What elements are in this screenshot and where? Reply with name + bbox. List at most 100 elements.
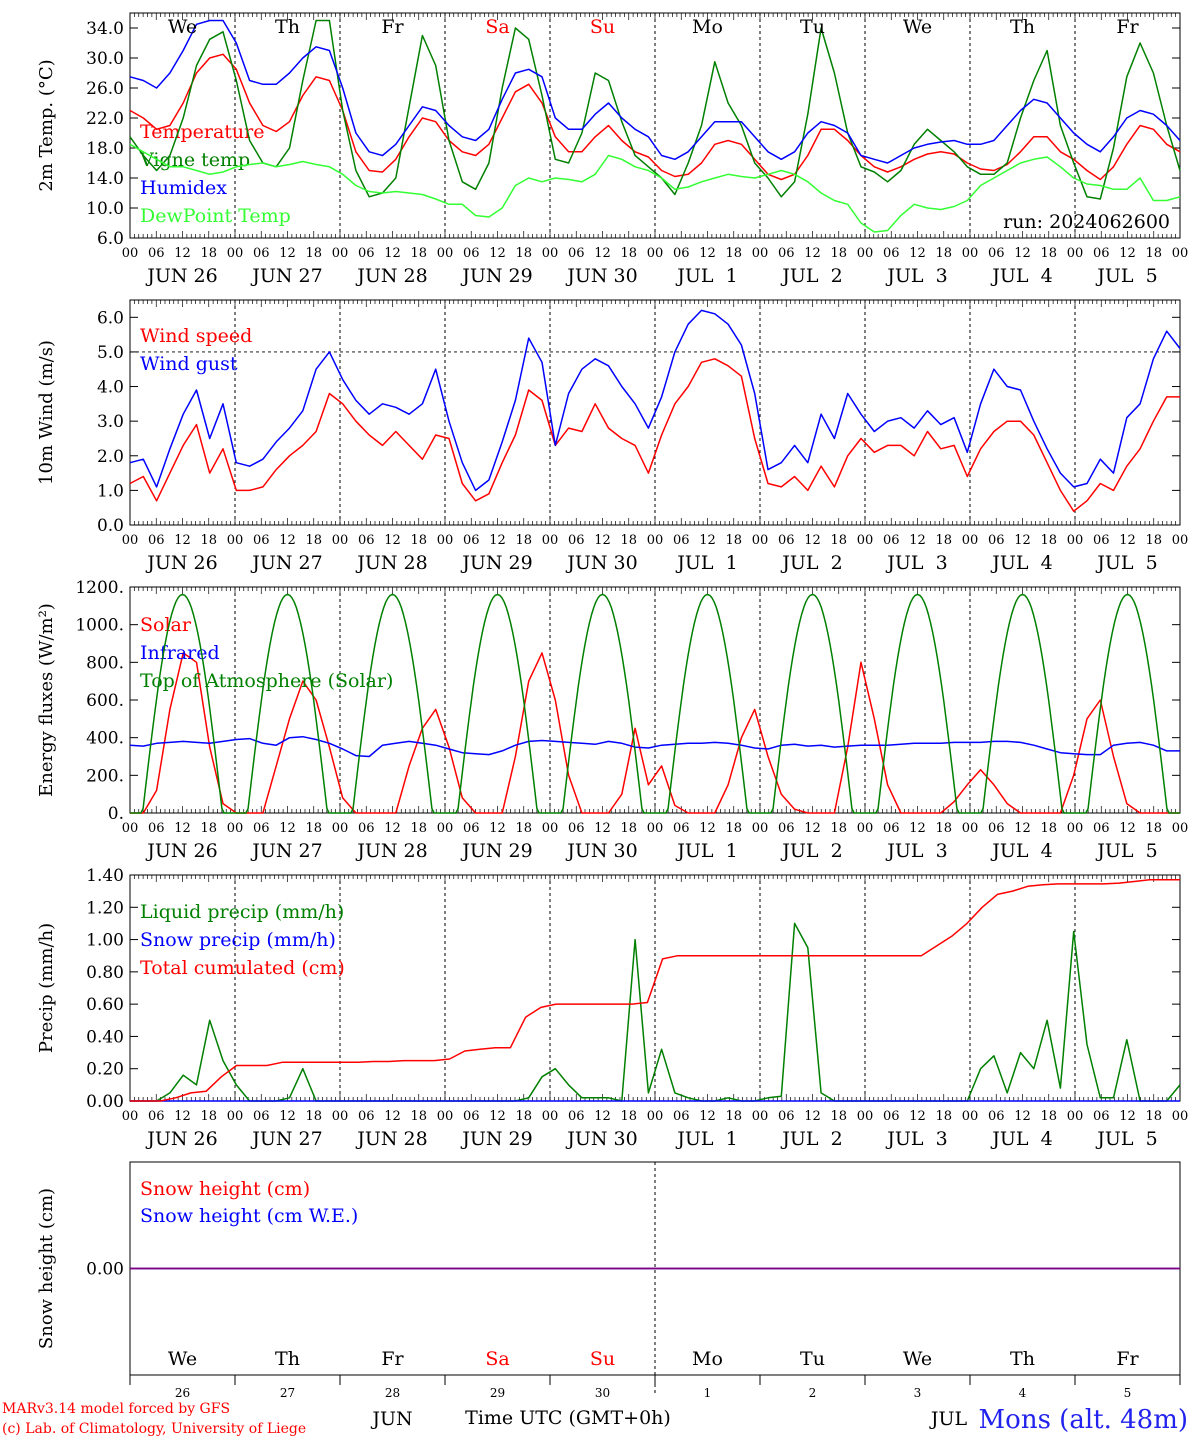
hour-tick-label: 12	[804, 533, 821, 548]
hour-tick-label: 18	[935, 1109, 952, 1124]
day-label: JUN 26	[145, 265, 217, 287]
weekday-label: Tu	[800, 16, 825, 38]
hour-tick-label: 18	[830, 821, 847, 836]
hour-tick-label: 06	[463, 1109, 480, 1124]
legend-entry-wind-speed: Wind speed	[140, 325, 252, 347]
day-label: JUL 2	[780, 265, 842, 287]
legend-entry-snow-height-cm-w-e: Snow height (cm W.E.)	[140, 1205, 358, 1227]
hour-tick-label: 00	[227, 533, 244, 548]
weekday-label: Tu	[800, 1348, 825, 1370]
hour-tick-label: 12	[279, 533, 296, 548]
hour-tick-label: 18	[1040, 533, 1057, 548]
y-axis-label: Energy fluxes (W/m²)	[36, 603, 57, 797]
y-tick-label: 0.60	[86, 995, 124, 1015]
series-line-infrared	[129, 735, 1180, 758]
day-label: JUL 2	[780, 1128, 842, 1150]
y-tick-label: 1000.	[75, 616, 124, 636]
day-label: JUL 1	[675, 552, 737, 574]
weekday-label: Mo	[692, 1348, 723, 1370]
hour-tick-label: 18	[1040, 821, 1057, 836]
legend-entry-wind-gust: Wind gust	[140, 353, 238, 375]
run-annotation: run: 2024062600	[1003, 211, 1170, 233]
y-tick-label: 10.0	[86, 199, 124, 219]
panel-2: 00 06 12 18 JUN 26 00 06 12 18 JUN 27 00 06 12 18 JUN …	[36, 299, 1188, 574]
weekday-label: Su	[590, 16, 615, 38]
y-tick-label: 5.0	[97, 343, 124, 363]
hour-tick-label: 12	[1014, 1109, 1031, 1124]
day-label: JUL 3	[885, 552, 947, 574]
y-tick-label: 1.40	[86, 866, 124, 886]
y-tick-label: 34.0	[86, 19, 124, 39]
hour-tick-label: 12	[699, 821, 716, 836]
hour-tick-label: 06	[988, 246, 1005, 261]
day-number-label: 26	[175, 1386, 190, 1400]
hour-tick-label: 12	[1119, 246, 1136, 261]
hour-tick-label: 06	[1093, 821, 1110, 836]
day-label: JUL 3	[885, 1128, 947, 1150]
hour-tick-label: 00	[647, 533, 664, 548]
hour-tick-label: 00	[437, 533, 454, 548]
hour-tick-label: 00	[1172, 246, 1189, 261]
hour-tick-label: 06	[253, 1109, 270, 1124]
hour-tick-label: 00	[857, 533, 874, 548]
hour-tick-label: 06	[148, 246, 165, 261]
y-axis-label: 10m Wind (m/s)	[36, 340, 57, 485]
hour-tick-label: 12	[489, 1109, 506, 1124]
day-label: JUN 27	[250, 265, 322, 287]
y-tick-label: 18.0	[86, 139, 124, 159]
model-credit-text: MARv3.14 model forced by GFS	[2, 1401, 230, 1417]
day-label: JUN 27	[250, 1128, 322, 1150]
hour-tick-label: 06	[673, 533, 690, 548]
y-axis-label: Precip (mm/h)	[36, 923, 57, 1053]
y-tick-label: 0.40	[86, 1027, 124, 1047]
y-tick-label: 14.0	[86, 169, 124, 189]
hour-tick-label: 06	[463, 821, 480, 836]
hour-tick-label: 06	[988, 533, 1005, 548]
hour-tick-label: 12	[384, 821, 401, 836]
hour-tick-label: 12	[909, 821, 926, 836]
hour-tick-label: 00	[437, 1109, 454, 1124]
y-tick-label: 0.00	[86, 1260, 124, 1280]
day-label: JUN 30	[565, 840, 637, 862]
hour-tick-label: 00	[1067, 1109, 1084, 1124]
y-tick-label: 26.0	[86, 79, 124, 99]
y-tick-label: 1.20	[86, 898, 124, 918]
weekday-label: We	[168, 1348, 197, 1370]
day-number-label: 2	[809, 1386, 817, 1400]
hour-tick-label: 06	[883, 1109, 900, 1124]
hour-tick-label: 00	[752, 821, 769, 836]
hour-tick-label: 12	[804, 246, 821, 261]
day-label: JUL 3	[885, 840, 947, 862]
y-tick-label: 6.0	[97, 229, 124, 249]
hour-tick-label: 06	[358, 246, 375, 261]
hour-tick-label: 12	[594, 1109, 611, 1124]
hour-tick-label: 06	[358, 821, 375, 836]
series-line-solar	[130, 652, 1180, 814]
hour-tick-label: 06	[778, 533, 795, 548]
legend-entry-infrared: Infrared	[140, 642, 220, 664]
panel-3: 00 06 12 18 JUN 26 00 06 12 18 JUN 27 00 06 12 18 JUN …	[36, 578, 1188, 862]
hour-tick-label: 06	[568, 821, 585, 836]
hour-tick-label: 12	[279, 246, 296, 261]
day-label: JUN 26	[145, 552, 217, 574]
hour-tick-label: 06	[673, 246, 690, 261]
hour-tick-label: 12	[909, 533, 926, 548]
day-label: JUN 29	[460, 840, 532, 862]
hour-tick-label: 00	[542, 533, 559, 548]
day-label: JUN 29	[460, 1128, 532, 1150]
hour-tick-label: 18	[515, 821, 532, 836]
hour-tick-label: 06	[1093, 1109, 1110, 1124]
hour-tick-label: 12	[1014, 533, 1031, 548]
hour-tick-label: 00	[542, 1109, 559, 1124]
day-label: JUL 1	[675, 265, 737, 287]
y-tick-label: 6.0	[97, 308, 124, 328]
hour-tick-label: 00	[332, 821, 349, 836]
hour-tick-label: 00	[227, 1109, 244, 1124]
hour-tick-label: 12	[699, 246, 716, 261]
hour-tick-label: 00	[1172, 821, 1189, 836]
hour-tick-label: 06	[358, 533, 375, 548]
y-tick-label: 0.00	[86, 1092, 124, 1112]
day-number-label: 1	[704, 1386, 712, 1400]
hour-tick-label: 00	[752, 1109, 769, 1124]
hour-tick-label: 00	[332, 1109, 349, 1124]
